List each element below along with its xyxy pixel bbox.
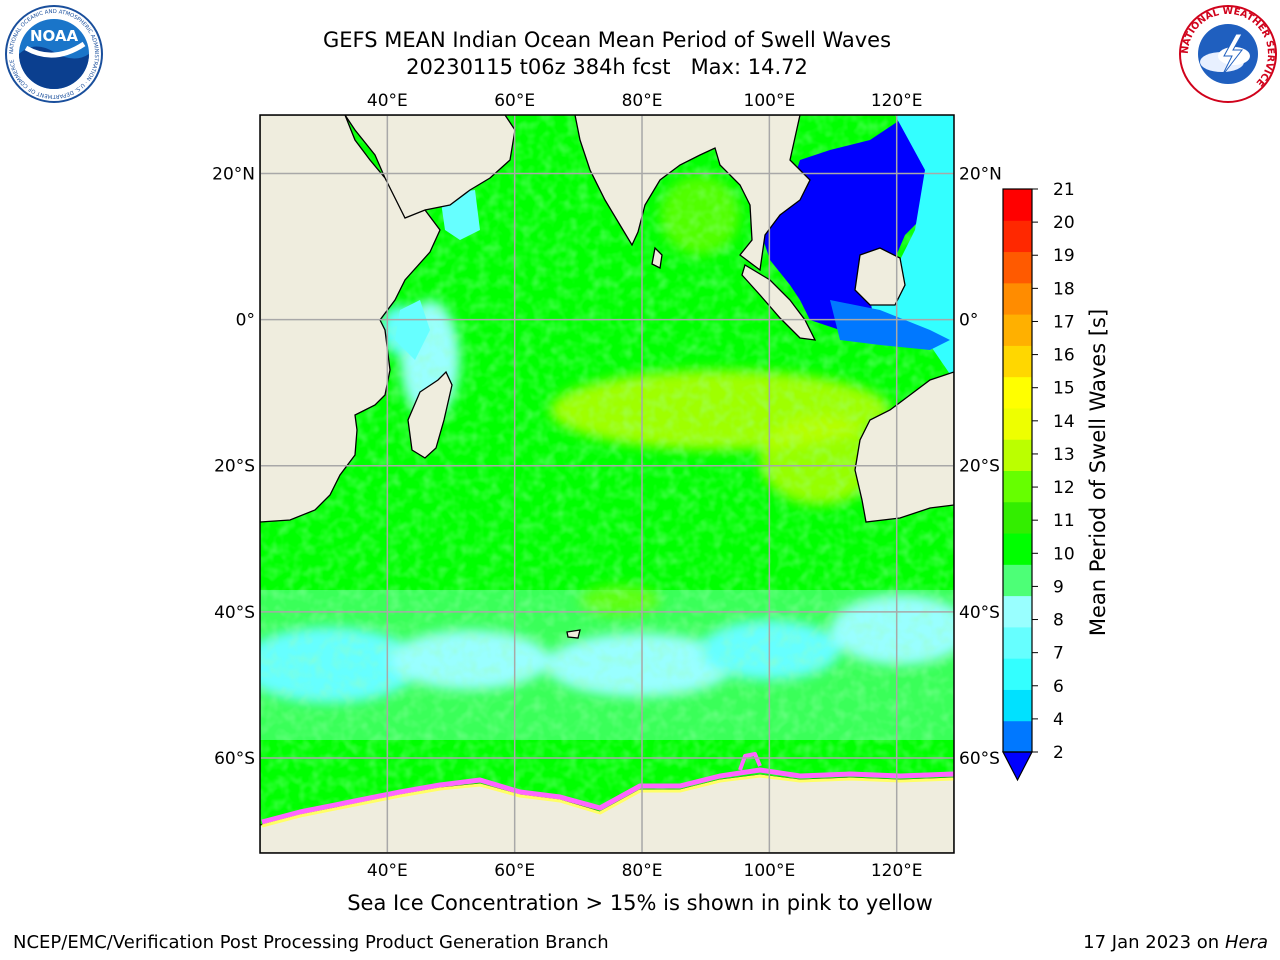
lat-label-right: 20°S <box>959 457 1000 477</box>
lon-label-top: 40°E <box>367 91 408 111</box>
colorbar: 2 4 6 7 8 9 10 11 12 13 14 15 16 17 18 19 20 21 Mean Perio… <box>1002 180 1110 782</box>
svg-text:NOAA: NOAA <box>30 27 79 45</box>
colorbar-swatch <box>1003 439 1032 471</box>
land-masses <box>260 115 954 853</box>
footer-credit: NCEP/EMC/Verification Post Processing Pr… <box>13 932 609 953</box>
colorbar-swatch <box>1003 251 1032 284</box>
colorbar-tick-label: 17 <box>1053 312 1075 332</box>
lon-label-bottom: 120°E <box>871 861 923 881</box>
colorbar-tick-label: 11 <box>1053 511 1075 531</box>
lat-label-right: 40°S <box>959 603 1000 623</box>
colorbar-swatch <box>1003 407 1032 440</box>
lat-label-left: 20°S <box>214 457 255 477</box>
chart-title: GEFS MEAN Indian Ocean Mean Period of Sw… <box>322 28 892 52</box>
footer-date: 17 Jan 2023 on Hera <box>1083 932 1268 953</box>
lon-label-bottom: 40°E <box>367 861 408 881</box>
lat-label-right: 60°S <box>959 749 1000 769</box>
colorbar-tick-label: 18 <box>1053 279 1075 299</box>
madagascar <box>407 370 453 459</box>
colorbar-tick-label: 13 <box>1053 445 1075 465</box>
colorbar-tick-label: 2 <box>1053 743 1064 763</box>
forecast-run: 20230115 t06z 384h fcst <box>406 55 671 79</box>
colorbar-swatch <box>1003 626 1032 659</box>
colorbar-swatch <box>1003 345 1032 378</box>
colorbar-swatch <box>1003 720 1032 753</box>
colorbar-tick-label: 16 <box>1053 346 1075 366</box>
lon-label-bottom: 100°E <box>744 861 796 881</box>
colorbar-frame <box>1002 188 1033 753</box>
colorbar-swatch <box>1003 220 1032 253</box>
colorbar-swatch <box>1003 564 1032 597</box>
colorbar-tick-label: 4 <box>1053 710 1064 730</box>
kerguelen <box>566 629 581 639</box>
colorbar-swatch <box>1003 470 1032 503</box>
borneo <box>854 247 906 306</box>
lat-label-left: 60°S <box>214 749 255 769</box>
colorbar-tick-label: 6 <box>1053 677 1064 697</box>
colorbar-tick-label: 21 <box>1053 180 1075 200</box>
colorbar-swatch <box>1003 501 1032 534</box>
colorbar-swatch <box>1003 189 1032 221</box>
lon-label-top: 100°E <box>744 91 796 111</box>
colorbar-swatch <box>1003 689 1032 722</box>
colorbar-swatch <box>1003 533 1032 565</box>
india <box>574 115 811 272</box>
maritime-cyan <box>870 115 954 380</box>
colorbar-swatch <box>1003 595 1032 628</box>
colorbar-tick-label: 7 <box>1053 644 1064 664</box>
lon-label-top: 120°E <box>871 91 923 111</box>
lon-label-bottom: 80°E <box>622 861 663 881</box>
java-sea-swell <box>830 300 950 350</box>
sri-lanka <box>651 246 663 269</box>
lon-label-top: 80°E <box>622 91 663 111</box>
sea-ice-caption: Sea Ice Concentration > 15% is shown in … <box>347 891 933 915</box>
map-plot-area <box>260 115 954 853</box>
footer-machine: Hera <box>1224 932 1268 953</box>
colorbar-swatch <box>1003 282 1032 315</box>
lon-label-top: 60°E <box>494 91 535 111</box>
colorbar-label: Mean Period of Swell Waves [s] <box>1086 309 1110 636</box>
colorbar-tick-label: 12 <box>1053 478 1075 498</box>
lat-label-left: 40°S <box>214 603 255 623</box>
colorbar-swatch <box>1003 658 1032 690</box>
colorbar-tick-label: 8 <box>1053 611 1064 631</box>
colorbar-extend-min <box>1002 751 1033 782</box>
colorbar-tick-label: 19 <box>1053 246 1075 266</box>
sea-ice-fringe <box>261 752 954 828</box>
colorbar-tick-label: 14 <box>1053 412 1075 432</box>
max-value: Max: 14.72 <box>690 55 808 79</box>
colorbar-tick-label: 10 <box>1053 544 1075 564</box>
lat-label-right: 20°N <box>959 164 1002 184</box>
colorbar-tick-label: 9 <box>1053 577 1064 597</box>
sumatra <box>741 264 817 341</box>
colorbar-swatch <box>1003 314 1032 346</box>
colorbar-tick-label: 20 <box>1053 213 1075 233</box>
lat-label-right: 0° <box>959 311 978 331</box>
axis-labels: 40°E 40°E 60°E 60°E 80°E 80°E 100°E 100°E 120°E 1… <box>212 91 1002 881</box>
somali-coast-swell <box>395 300 430 360</box>
noaa-logo: NOAA NATIONAL OCEANIC AND ATMOSPHERIC AD… <box>5 5 103 103</box>
australia <box>854 371 954 523</box>
nws-logo: NATIONAL WEATHER SERVICE <box>1179 5 1277 103</box>
lat-label-left: 0° <box>236 311 255 331</box>
plot-frame <box>259 114 955 854</box>
chart-subtitle: 20230115 t06z 384h fcst Max: 14.72 <box>0 54 1214 80</box>
graticule <box>260 115 954 853</box>
lat-label-left: 20°N <box>212 164 255 184</box>
lon-label-bottom: 60°E <box>494 861 535 881</box>
colorbar-tick-label: 15 <box>1053 379 1075 399</box>
colorbar-swatch <box>1003 376 1032 409</box>
